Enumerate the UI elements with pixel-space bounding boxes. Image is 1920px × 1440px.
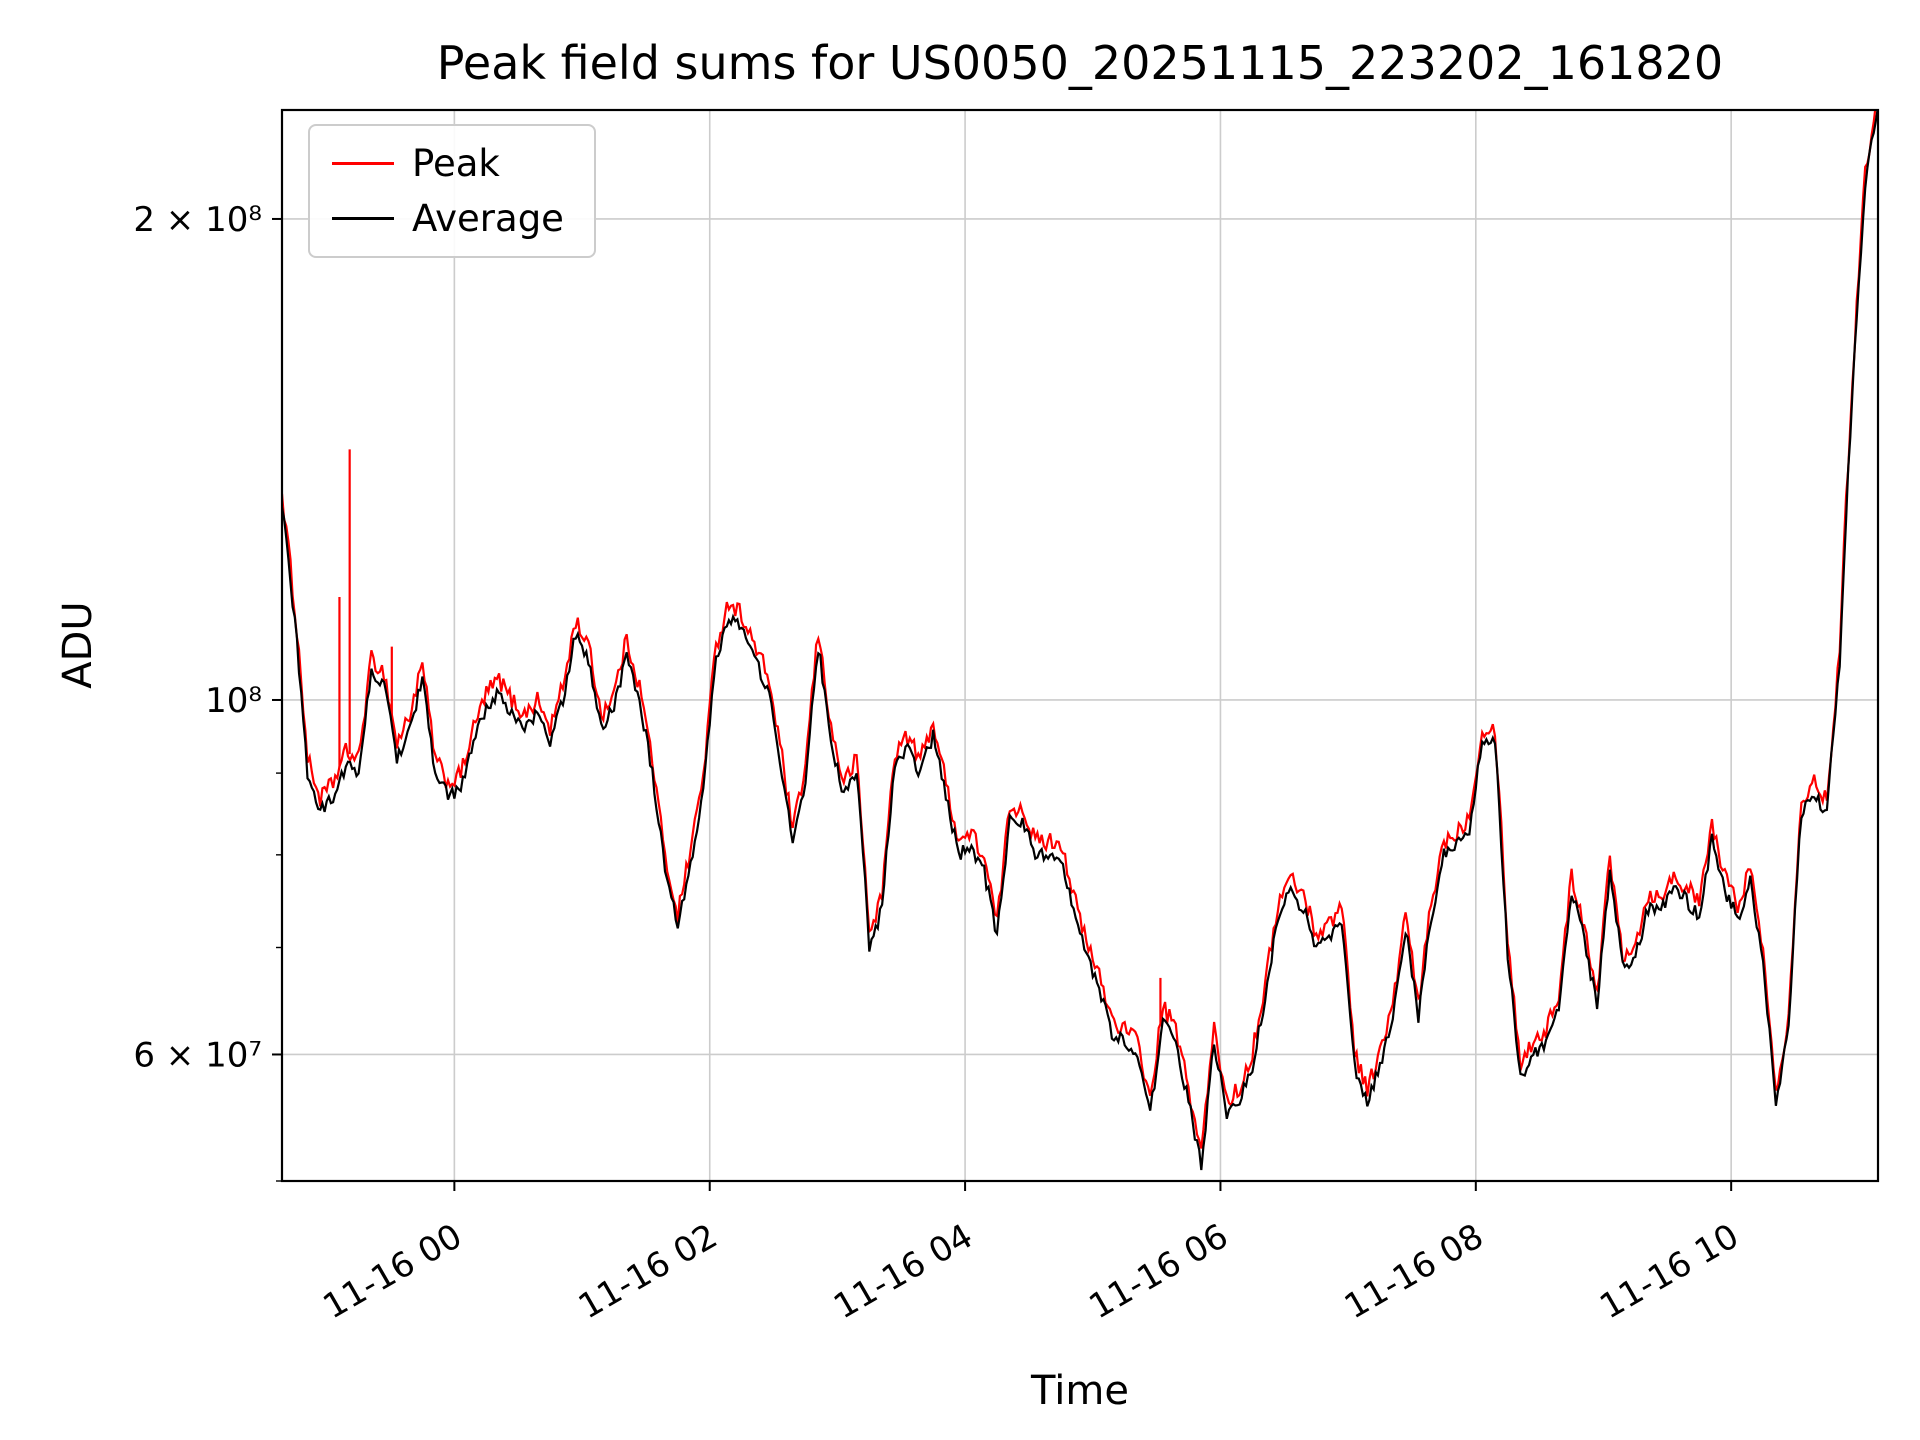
legend-entry-peak: Peak (332, 142, 564, 185)
y-tick-label: 6 × 10⁷ (133, 1035, 262, 1075)
x-tick-label: 11-16 00 (316, 1216, 468, 1327)
chart-title: Peak field sums for US0050_20251115_2232… (436, 36, 1724, 90)
series-average-path (282, 110, 1878, 1171)
y-tick-label: 10⁸ (205, 681, 262, 721)
plot-border (280, 108, 1880, 1183)
legend: Peak Average (308, 124, 596, 258)
y-axis-label: ADU (55, 601, 101, 689)
legend-label-average: Average (412, 197, 564, 240)
y-tick-label: 2 × 10⁸ (133, 200, 262, 240)
x-tick-label: 11-16 06 (1083, 1216, 1235, 1327)
peak-line-sample (332, 162, 394, 165)
legend-entry-average: Average (332, 197, 564, 240)
x-axis-label: Time (1031, 1368, 1129, 1414)
x-tick-label: 11-16 04 (827, 1216, 979, 1327)
x-tick-label: 11-16 08 (1338, 1216, 1490, 1327)
x-tick-label: 11-16 10 (1593, 1216, 1745, 1327)
average-line-sample (332, 217, 394, 220)
legend-label-peak: Peak (412, 142, 500, 185)
x-tick-label: 11-16 02 (572, 1216, 724, 1327)
